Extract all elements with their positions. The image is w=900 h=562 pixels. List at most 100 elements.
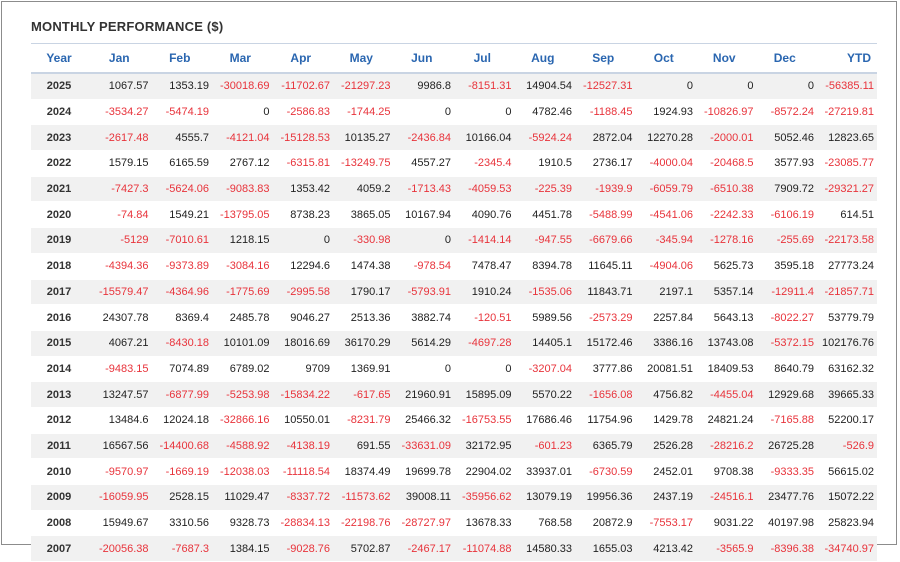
month-value-cell: 1655.03 xyxy=(575,535,636,562)
month-value-cell: 4213.42 xyxy=(635,535,696,562)
month-value-cell: 4555.7 xyxy=(151,124,212,152)
month-value-cell: -11074.88 xyxy=(454,535,515,562)
year-cell: 2019 xyxy=(31,227,91,254)
month-value-cell: 0 xyxy=(212,99,273,126)
year-cell: 2015 xyxy=(31,330,91,357)
ytd-cell: -22173.58 xyxy=(817,227,877,254)
month-value-cell: -16753.55 xyxy=(454,407,515,434)
month-value-cell: 12024.18 xyxy=(151,407,212,434)
month-value-cell: 10166.04 xyxy=(454,124,515,152)
month-value-cell: -15128.53 xyxy=(272,124,333,152)
month-value-cell: 1790.17 xyxy=(333,279,394,306)
month-value-cell: -3084.16 xyxy=(212,253,273,280)
month-value-cell: -1414.14 xyxy=(454,227,515,254)
month-value-cell: 13678.33 xyxy=(454,510,515,537)
month-value-cell: -255.69 xyxy=(756,227,817,254)
ytd-cell: 27773.24 xyxy=(817,253,877,280)
month-value-cell: 6165.59 xyxy=(151,150,212,177)
month-value-cell: -947.55 xyxy=(514,227,575,254)
month-value-cell: -11702.67 xyxy=(272,73,333,100)
table-row: 2013 13247.57 -6877.99 -5253.98 -15834.22 -61… xyxy=(31,381,877,408)
column-header-may: May xyxy=(333,43,394,74)
month-value-cell: -8337.72 xyxy=(272,484,333,511)
year-cell: 2016 xyxy=(31,304,91,331)
month-value-cell: 0 xyxy=(756,73,817,100)
month-value-cell: -3207.04 xyxy=(514,356,575,383)
year-cell: 2021 xyxy=(31,176,91,203)
month-value-cell: -24516.1 xyxy=(696,484,757,511)
column-header-jan: Jan xyxy=(91,43,152,74)
month-value-cell: -2617.48 xyxy=(91,124,152,152)
month-value-cell: 12294.6 xyxy=(272,253,333,280)
month-value-cell: -9083.83 xyxy=(212,176,273,203)
month-value-cell: -15579.47 xyxy=(91,279,152,306)
column-header-dec: Dec xyxy=(756,43,817,74)
year-cell: 2007 xyxy=(31,535,91,562)
month-value-cell: 8394.78 xyxy=(514,253,575,280)
month-value-cell: -7687.3 xyxy=(151,535,212,562)
month-value-cell: -1656.08 xyxy=(575,381,636,408)
month-value-cell: -35956.62 xyxy=(454,484,515,511)
month-value-cell: -11573.62 xyxy=(333,484,394,511)
table-row: 2021 -7427.3 -5624.06 -9083.83 1353.42 4059.2… xyxy=(31,176,877,203)
month-value-cell: 1067.57 xyxy=(91,73,152,100)
ytd-cell: 25823.94 xyxy=(817,510,877,537)
table-row: 2022 1579.15 6165.59 2767.12 -6315.81 -13249.… xyxy=(31,150,877,177)
month-value-cell: -6059.79 xyxy=(635,176,696,203)
month-value-cell: 15949.67 xyxy=(91,510,152,537)
month-value-cell: 2452.01 xyxy=(635,458,696,485)
month-value-cell: 7478.47 xyxy=(454,253,515,280)
month-value-cell: 21960.91 xyxy=(393,381,454,408)
month-value-cell: 14580.33 xyxy=(514,535,575,562)
month-value-cell: -33631.09 xyxy=(393,433,454,460)
month-value-cell: 1429.78 xyxy=(635,407,696,434)
month-value-cell: -14400.68 xyxy=(151,433,212,460)
month-value-cell: 1549.21 xyxy=(151,201,212,229)
month-value-cell: -2436.84 xyxy=(393,124,454,152)
month-value-cell: -12527.31 xyxy=(575,73,636,100)
ytd-cell: 53779.79 xyxy=(817,304,877,331)
table-row: 2019 -5129 -7010.61 1218.15 0 -330.98 0 -1414.1… xyxy=(31,227,877,254)
month-value-cell: -28216.2 xyxy=(696,433,757,460)
month-value-cell: 4782.46 xyxy=(514,99,575,126)
ytd-cell: 52200.17 xyxy=(817,407,877,434)
month-value-cell: -330.98 xyxy=(333,227,394,254)
month-value-cell: 5052.46 xyxy=(756,124,817,152)
month-value-cell: 0 xyxy=(635,73,696,100)
year-cell: 2018 xyxy=(31,253,91,280)
column-header-mar: Mar xyxy=(212,43,273,74)
month-value-cell: -5372.15 xyxy=(756,330,817,357)
year-cell: 2025 xyxy=(31,73,91,100)
month-value-cell: -1744.25 xyxy=(333,99,394,126)
month-value-cell: -2573.29 xyxy=(575,304,636,331)
month-value-cell: -20056.38 xyxy=(91,535,152,562)
month-value-cell: 1474.38 xyxy=(333,253,394,280)
table-row: 2020 -74.84 1549.21 -13795.05 8738.23 3865.05… xyxy=(31,201,877,229)
month-value-cell: -11118.54 xyxy=(272,458,333,485)
month-value-cell: -4697.28 xyxy=(454,330,515,357)
month-value-cell: 6365.79 xyxy=(575,433,636,460)
month-value-cell: 14904.54 xyxy=(514,73,575,100)
month-value-cell: -28727.97 xyxy=(393,510,454,537)
ytd-cell: -526.9 xyxy=(817,433,877,460)
month-value-cell: -6510.38 xyxy=(696,176,757,203)
month-value-cell: 22904.02 xyxy=(454,458,515,485)
year-cell: 2020 xyxy=(31,201,91,229)
month-value-cell: -1775.69 xyxy=(212,279,273,306)
month-value-cell: -4059.53 xyxy=(454,176,515,203)
table-row: 2025 1067.57 1353.19 -30018.69 -11702.67 -212… xyxy=(31,73,877,100)
table-header: Year Jan Feb Mar Apr May Jun Jul Aug Sep Oct Nov Dec… xyxy=(31,43,877,74)
month-value-cell: 1924.93 xyxy=(635,99,696,126)
month-value-cell: 25466.32 xyxy=(393,407,454,434)
month-value-cell: 3777.86 xyxy=(575,356,636,383)
month-value-cell: 10135.27 xyxy=(333,124,394,152)
header-row: Year Jan Feb Mar Apr May Jun Jul Aug Sep Oct Nov Dec… xyxy=(31,43,877,74)
month-value-cell: 9709 xyxy=(272,356,333,383)
month-value-cell: -601.23 xyxy=(514,433,575,460)
month-value-cell: -8151.31 xyxy=(454,73,515,100)
month-value-cell: 3882.74 xyxy=(393,304,454,331)
table-row: 2007 -20056.38 -7687.3 1384.15 -9028.76 5702.… xyxy=(31,535,877,562)
month-value-cell: 11754.96 xyxy=(575,407,636,434)
table-row: 2024 -3534.27 -5474.19 0 -2586.83 -1744.25 0 0 4… xyxy=(31,99,877,126)
